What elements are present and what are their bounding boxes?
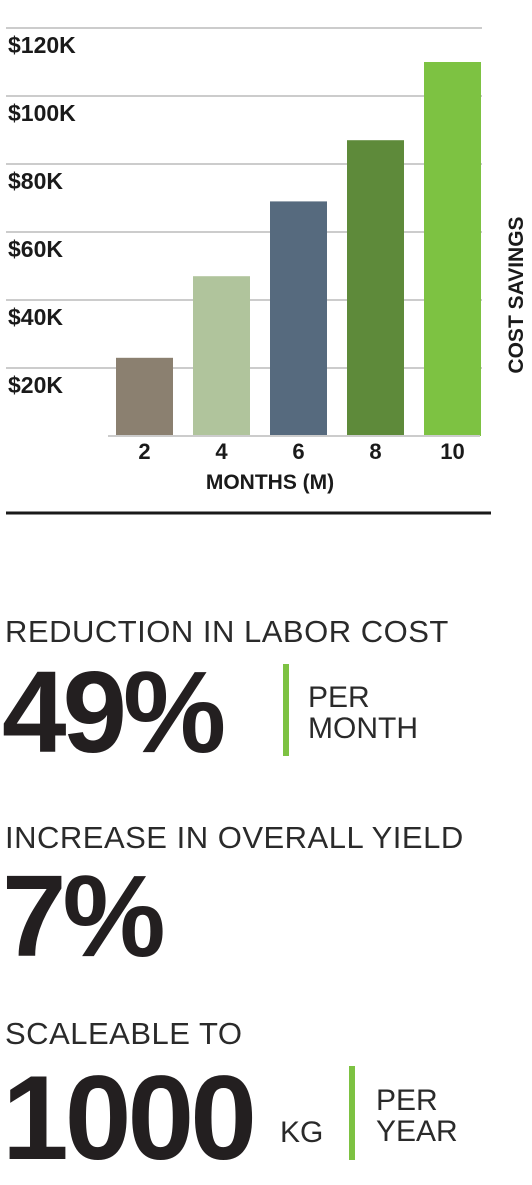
bar [424, 62, 481, 436]
y-tick-label: $60K [8, 236, 63, 262]
scale-unit-kg: KG [280, 1116, 324, 1149]
labor-cost-divider [283, 664, 289, 756]
scale-unit-line1: PER [376, 1084, 438, 1117]
y-tick-label: $20K [8, 372, 63, 398]
scale-unit-line2: YEAR [376, 1114, 458, 1148]
y-tick-label: $120K [8, 32, 76, 58]
labor-cost-label: REDUCTION IN LABOR COST [5, 614, 449, 649]
labor-cost-unit: PER MONTH [308, 681, 418, 745]
x-tick-label: 8 [369, 439, 381, 464]
bar [116, 357, 173, 436]
yield-label: INCREASE IN OVERALL YIELD [5, 820, 464, 855]
y-tick-label: $100K [8, 100, 76, 126]
scale-value: 1000 [2, 1051, 257, 1185]
bar [347, 140, 404, 436]
scale-unit: PER YEAR [376, 1084, 458, 1148]
y-axis-ticks: $20K $40K $60K $80K $100K $120K [8, 32, 76, 398]
y-tick-label: $40K [8, 304, 63, 330]
x-tick-label: 2 [138, 439, 150, 464]
cost-savings-chart: $20K $40K $60K $80K $100K $120K 2 4 6 8 10 MONTHS… [6, 27, 528, 515]
bar [193, 276, 250, 436]
scale-label: SCALEABLE TO [5, 1016, 243, 1051]
labor-cost-unit-line1: PER [308, 681, 370, 714]
bar [270, 201, 327, 436]
x-tick-label: 4 [215, 439, 228, 464]
x-tick-label: 10 [440, 439, 464, 464]
x-axis-label: MONTHS (M) [206, 471, 334, 494]
y-tick-label: $80K [8, 168, 63, 194]
x-tick-label: 6 [292, 439, 304, 464]
labor-cost-unit-line2: MONTH [308, 711, 418, 745]
y-axis-label: COST SAVINGS [505, 216, 528, 373]
bars [116, 62, 481, 436]
scale-divider [349, 1066, 355, 1160]
yield-value: 7% [2, 851, 166, 981]
labor-cost-value: 49% [2, 647, 226, 777]
x-axis-ticks: 2 4 6 8 10 [138, 439, 464, 464]
